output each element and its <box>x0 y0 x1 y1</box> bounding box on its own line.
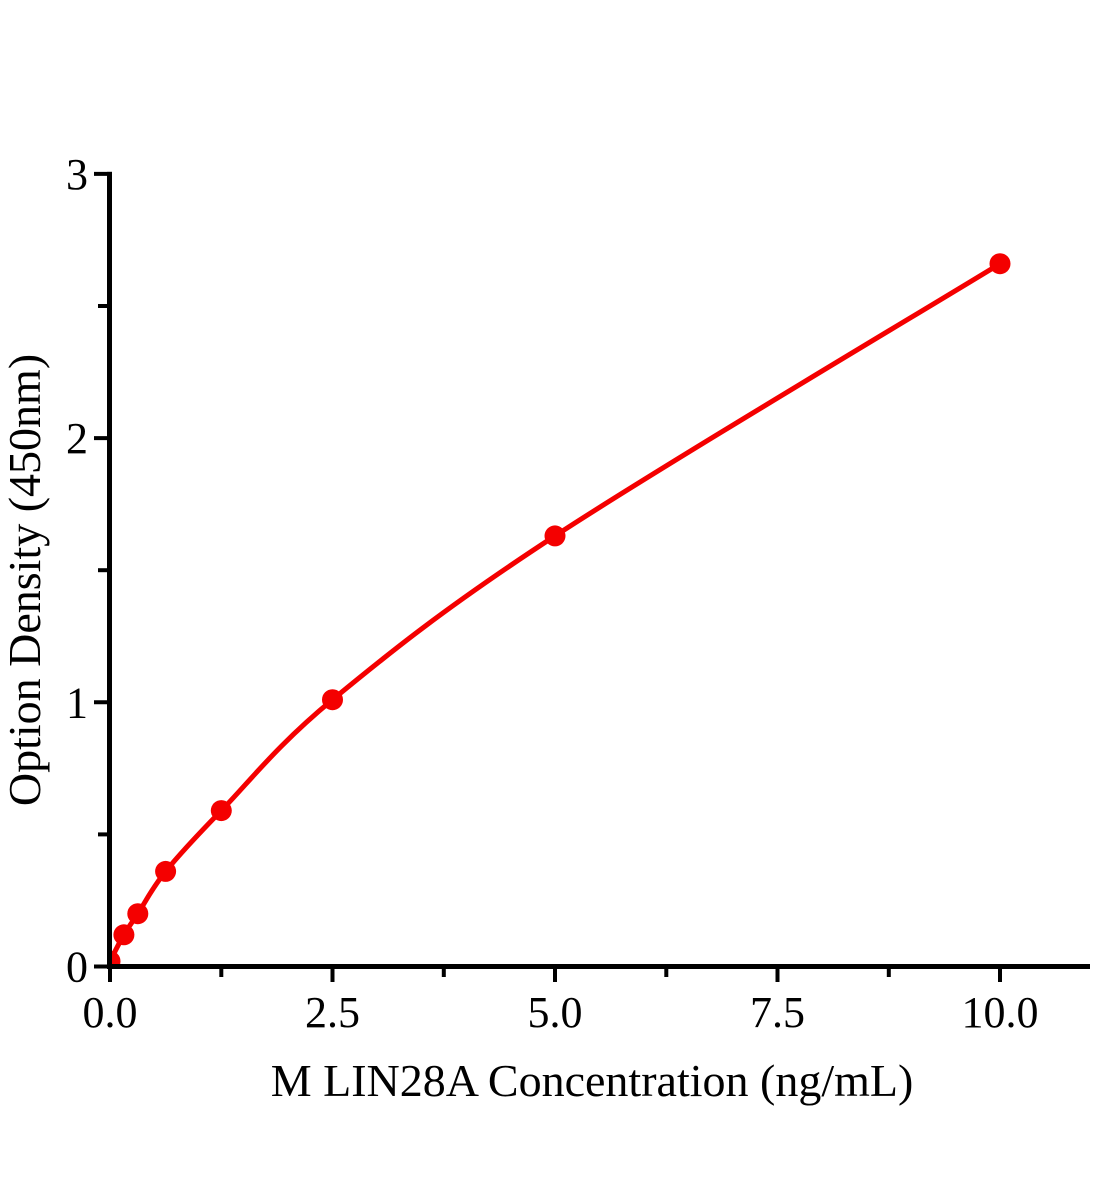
y-tick-label-3: 3 <box>66 150 88 199</box>
x-tick-label-2: 5.0 <box>528 988 583 1037</box>
data-point-7 <box>989 253 1011 275</box>
axes <box>94 171 1090 982</box>
data-point-2 <box>127 903 149 925</box>
x-tick-label-4: 10.0 <box>962 988 1039 1037</box>
data-point-6 <box>544 525 566 547</box>
standard-curve-line <box>110 261 1002 963</box>
x-tick-label-0: 0.0 <box>83 988 138 1037</box>
x-tick-labels: 0.0 2.5 5.0 7.5 10.0 <box>83 988 1039 1037</box>
x-tick-label-1: 2.5 <box>305 988 360 1037</box>
y-tick-label-0: 0 <box>66 943 88 992</box>
standard-curve-series <box>110 253 1011 967</box>
data-point-5 <box>322 689 343 711</box>
y-tick-label-2: 2 <box>66 414 88 463</box>
data-point-3 <box>155 860 177 882</box>
data-point-1 <box>113 924 135 946</box>
y-tick-label-1: 1 <box>66 678 88 727</box>
data-point-0 <box>110 950 121 967</box>
y-tick-labels: 0 1 2 3 <box>66 150 88 992</box>
data-point-4 <box>210 800 232 822</box>
x-axis-title: M LIN28A Concentration (ng/mL) <box>271 1055 914 1106</box>
y-axis-title: Option Density (450nm) <box>0 354 50 806</box>
x-tick-label-3: 7.5 <box>750 988 805 1037</box>
